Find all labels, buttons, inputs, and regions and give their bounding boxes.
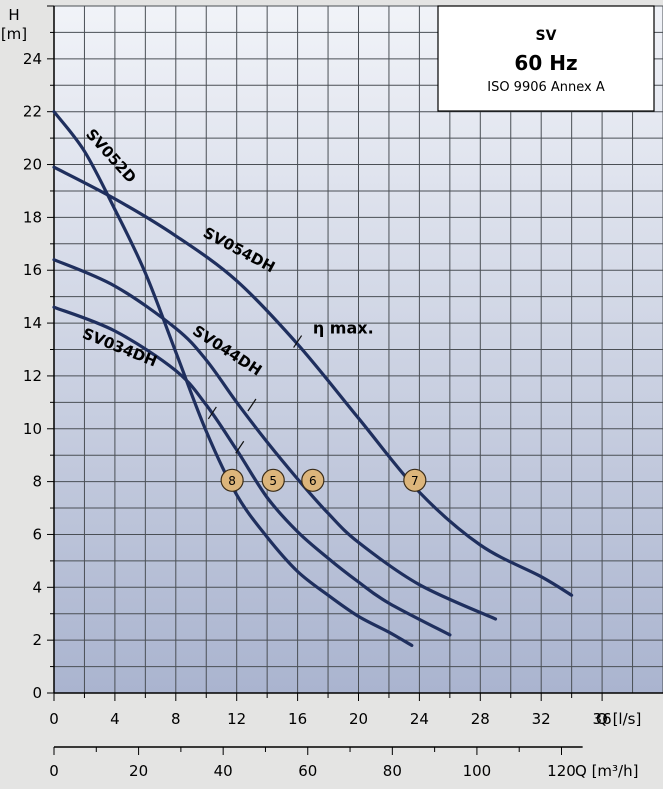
x-axis-label: Q [l/s] bbox=[596, 710, 641, 728]
x-tick-label: 28 bbox=[471, 710, 490, 728]
y-tick-label: 22 bbox=[23, 103, 42, 121]
x-secondary-tick-label: 120 bbox=[547, 762, 576, 780]
x-secondary-tick-label: 60 bbox=[298, 762, 317, 780]
x-secondary-tick-label: 0 bbox=[49, 762, 59, 780]
eta-max-label: η max. bbox=[313, 319, 374, 338]
x-secondary-tick-label: 80 bbox=[383, 762, 402, 780]
curve-badge-label: 7 bbox=[411, 474, 419, 488]
x-tick-label: 12 bbox=[227, 710, 246, 728]
x-tick-label: 36 bbox=[593, 710, 612, 728]
series-line-sv034dh bbox=[52, 305, 452, 637]
y-tick-label: 2 bbox=[32, 631, 42, 649]
info-box: SV 60 Hz ISO 9906 Annex A bbox=[437, 5, 655, 112]
curve-badges: 8 5 6 7 bbox=[220, 468, 427, 492]
y-tick-label: 14 bbox=[23, 314, 42, 332]
y-tick-label: 12 bbox=[23, 367, 42, 385]
x-secondary-tick-label: 40 bbox=[214, 762, 233, 780]
eta-max-mark bbox=[293, 335, 303, 348]
x-tick-label: 16 bbox=[288, 710, 307, 728]
y-axis-unit: [m] bbox=[1, 25, 27, 43]
y-tick-label: 10 bbox=[23, 420, 42, 438]
eta-max-mark bbox=[235, 440, 245, 454]
curve-badge bbox=[220, 468, 244, 492]
axes: H [m] Q [l/s] Q [m³/h] 02468101214161820… bbox=[1, 5, 663, 780]
y-tick-label: 6 bbox=[32, 525, 42, 543]
eta-max-mark bbox=[207, 406, 217, 420]
y-tick-label: 18 bbox=[23, 208, 42, 226]
x-tick-label: 20 bbox=[349, 710, 368, 728]
x-tick-label: 4 bbox=[110, 710, 120, 728]
y-axis-label: H bbox=[8, 6, 19, 24]
info-box-standard: ISO 9906 Annex A bbox=[487, 80, 605, 95]
series-line-sv044dh bbox=[52, 258, 498, 621]
y-tick-label: 24 bbox=[23, 50, 42, 68]
info-box-title: SV bbox=[536, 28, 557, 44]
x-axis-secondary-label: Q [m³/h] bbox=[575, 762, 638, 780]
y-tick-label: 0 bbox=[32, 684, 42, 702]
info-box-frequency: 60 Hz bbox=[514, 51, 577, 75]
eta-max-marks bbox=[207, 335, 303, 454]
y-tick-label: 20 bbox=[23, 156, 42, 174]
x-secondary-tick-label: 100 bbox=[463, 762, 492, 780]
y-tick-label: 16 bbox=[23, 261, 42, 279]
curve-badge-label: 5 bbox=[269, 474, 277, 488]
eta-max-mark bbox=[247, 398, 257, 412]
info-box-frame bbox=[437, 5, 655, 112]
curve-badge bbox=[301, 468, 325, 492]
x-secondary-tick-label: 20 bbox=[129, 762, 148, 780]
x-tick-label: 24 bbox=[410, 710, 429, 728]
x-tick-label: 8 bbox=[171, 710, 181, 728]
series-line-sv054dh bbox=[52, 165, 574, 597]
y-tick-label: 8 bbox=[32, 473, 42, 491]
x-tick-label: 0 bbox=[49, 710, 59, 728]
curve-badge bbox=[261, 468, 285, 492]
y-tick-label: 4 bbox=[32, 578, 42, 596]
x-tick-label: 32 bbox=[532, 710, 551, 728]
curve-badge bbox=[403, 468, 427, 492]
curve-badge-label: 6 bbox=[309, 474, 317, 488]
curve-badge-label: 8 bbox=[228, 474, 236, 488]
